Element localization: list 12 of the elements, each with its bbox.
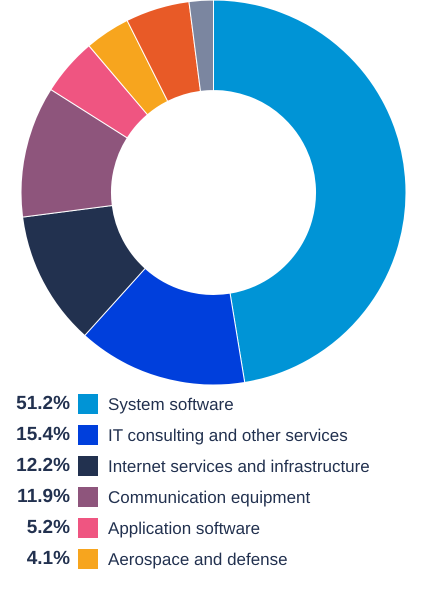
data-label: 11.9%: [16, 485, 70, 509]
legend-label: Internet services and infrastructure: [108, 456, 370, 476]
legend-label: IT consulting and other services: [108, 424, 348, 446]
legend-label: System software: [108, 394, 234, 414]
data-label: 4.1%: [26, 547, 70, 571]
legend-label: Application software: [108, 518, 260, 538]
data-label: 12.2%: [15, 454, 70, 478]
legend-label: Communication equipment: [108, 486, 310, 508]
data-label: 5.2%: [26, 516, 70, 540]
legend-label: Aerospace and defense: [108, 548, 288, 570]
data-label: 51.2%: [15, 392, 70, 416]
data-label: 15.4%: [15, 423, 70, 447]
